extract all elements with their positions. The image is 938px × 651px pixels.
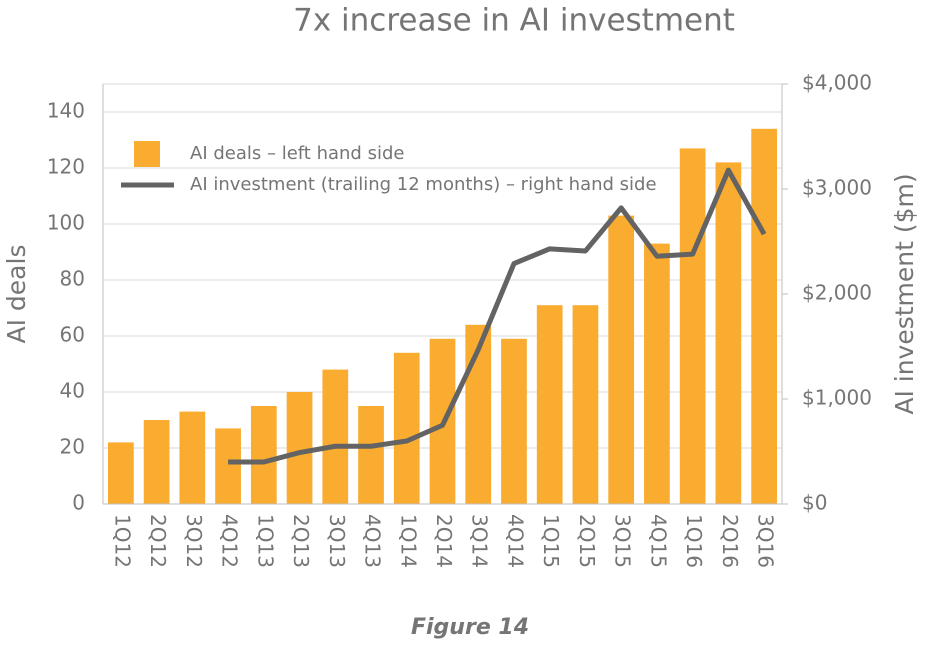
- bar: [250, 406, 277, 504]
- y-tick-label: 100: [47, 211, 85, 235]
- bar: [322, 369, 349, 504]
- bar: [679, 148, 706, 504]
- legend-swatch: [134, 141, 160, 167]
- bar: [501, 338, 527, 504]
- y-tick-label: 120: [47, 155, 85, 179]
- line: [228, 167, 767, 465]
- chart-title: 7x increase in AI investment: [293, 3, 735, 39]
- x-tick-label: 1Q13: [253, 514, 277, 568]
- y2-tick-label: $4,000: [802, 71, 872, 95]
- x-tick-label: 3Q15: [611, 514, 635, 568]
- bar: [751, 128, 777, 505]
- x-tick-label: 3Q14: [468, 514, 492, 568]
- x-tick-label: 1Q16: [682, 514, 706, 568]
- legend-label: AI deals – left hand side: [190, 143, 404, 164]
- bar: [358, 406, 384, 504]
- x-tick-label: 2Q13: [289, 514, 313, 568]
- x-tick-label: 2Q16: [718, 514, 742, 568]
- y-tick-label: 20: [60, 435, 85, 459]
- x-tick-label: 3Q13: [325, 514, 349, 568]
- x-tick-label: 2Q14: [432, 514, 456, 568]
- y2-axis-label: AI investment ($m): [890, 173, 919, 414]
- y-tick-label: 60: [60, 323, 85, 347]
- x-tick-label: 4Q15: [646, 514, 670, 568]
- y-tick-label: 40: [60, 379, 85, 403]
- x-tick-label: 1Q14: [396, 514, 420, 568]
- bar: [393, 352, 420, 504]
- y-tick-label: 0: [72, 491, 85, 515]
- x-tick-label: 4Q14: [503, 514, 527, 568]
- x-tick-label: 1Q12: [110, 514, 134, 568]
- legend-label: AI investment (trailing 12 months) – rig…: [190, 174, 657, 195]
- bar: [108, 442, 134, 504]
- bar: [572, 305, 599, 504]
- x-tick-label: 1Q15: [539, 514, 563, 568]
- y-axis-label: AI deals: [2, 245, 31, 344]
- x-tick-label: 2Q12: [146, 514, 170, 568]
- y-tick-label: 140: [47, 99, 85, 123]
- y2-tick-label: $0: [802, 491, 827, 515]
- bar: [715, 162, 742, 504]
- bar: [536, 305, 563, 504]
- x-tick-label: 2Q15: [575, 514, 599, 568]
- x-tick-label: 3Q16: [754, 514, 778, 568]
- bar: [143, 420, 170, 504]
- y-tick-label: 80: [60, 267, 85, 291]
- y2-tick-label: $3,000: [802, 176, 872, 200]
- bar: [608, 215, 635, 504]
- caption: Figure 14: [411, 615, 529, 640]
- x-tick-label: 4Q13: [361, 514, 385, 568]
- x-tick-label: 4Q12: [218, 514, 242, 568]
- bar: [286, 392, 313, 504]
- bar: [215, 428, 241, 504]
- y2-tick-label: $2,000: [802, 281, 872, 305]
- bar: [644, 243, 670, 504]
- bar: [179, 411, 206, 504]
- y2-tick-label: $1,000: [802, 386, 872, 410]
- x-tick-label: 3Q12: [182, 514, 206, 568]
